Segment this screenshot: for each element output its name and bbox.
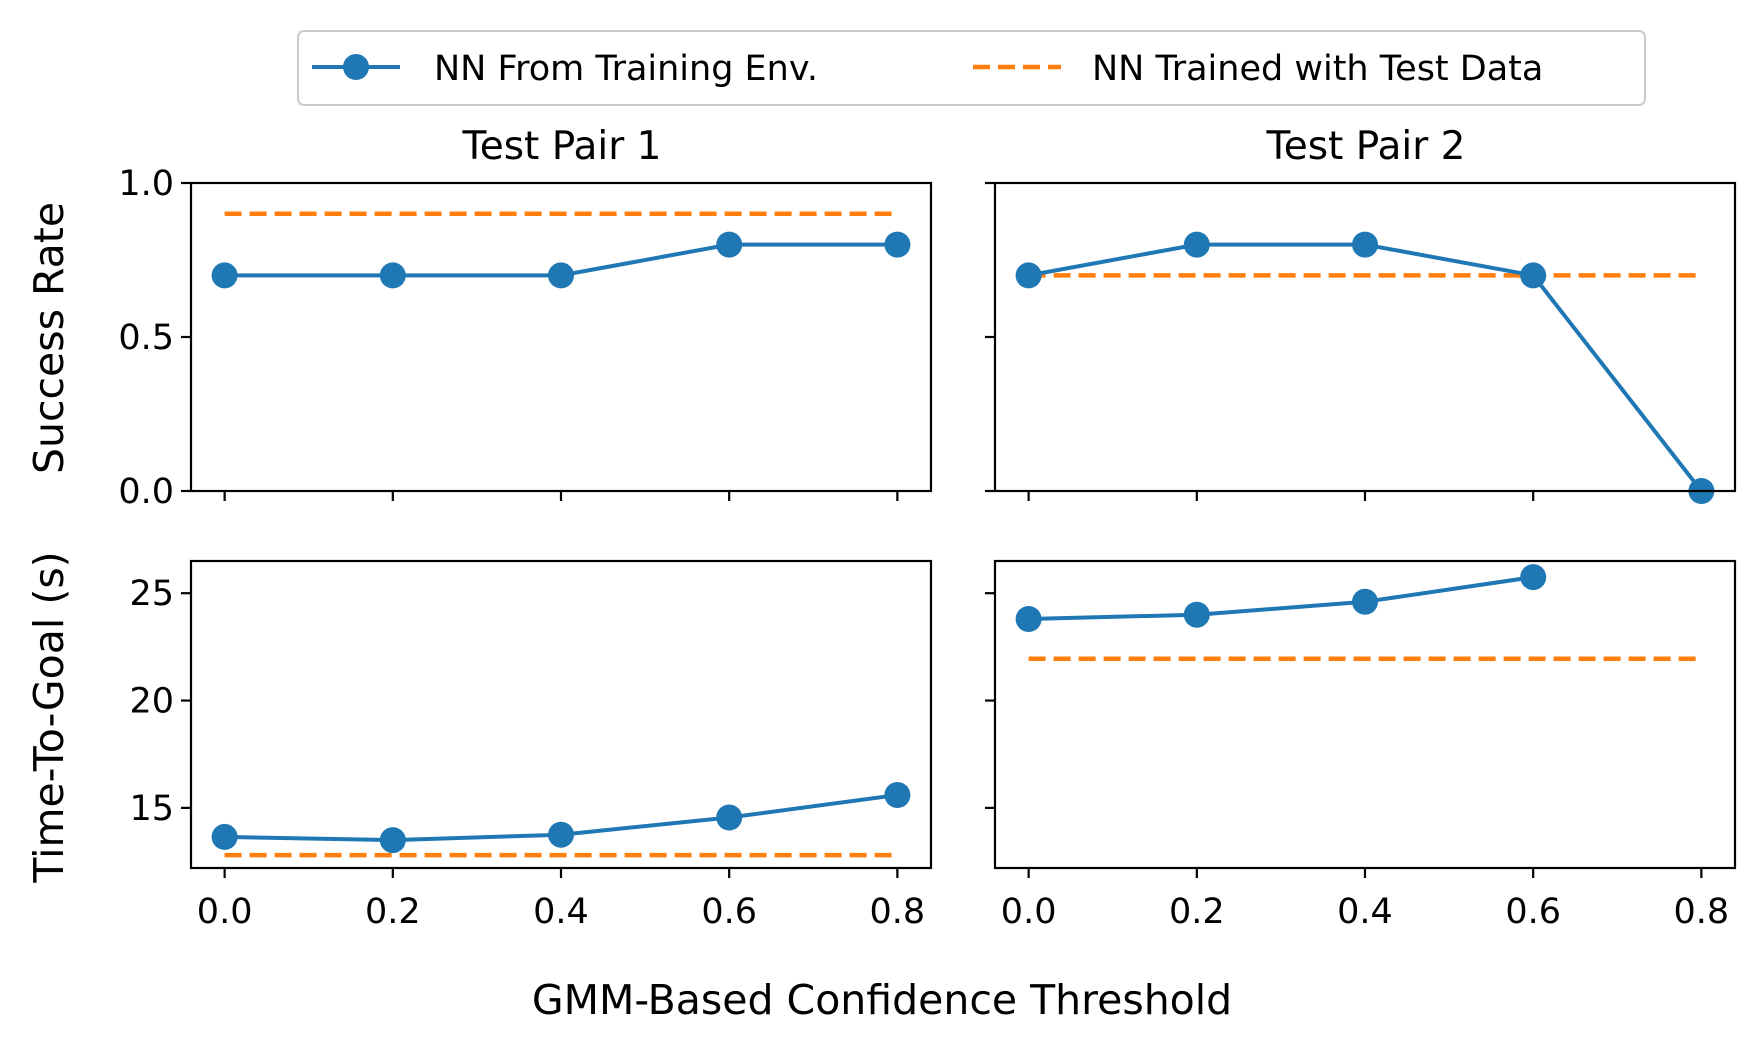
x-tick-label: 0.0 xyxy=(197,892,253,932)
axes-frame xyxy=(993,181,1737,493)
legend: NN From Training Env. NN Trained with Te… xyxy=(297,30,1646,106)
data-point-training xyxy=(1183,231,1210,258)
ylabel-success-rate: Success Rate xyxy=(25,202,73,474)
y-tick-label: 15 xyxy=(129,789,174,829)
x-tick-label: 0.2 xyxy=(365,892,421,932)
data-point-training xyxy=(884,231,911,258)
x-tick-label: 0.4 xyxy=(1337,892,1393,932)
ylabel-time-to-goal: Time-To-Goal (s) xyxy=(25,551,73,883)
series-line-training xyxy=(1028,575,1534,621)
data-point-training xyxy=(716,804,743,831)
legend-frame xyxy=(297,30,1646,106)
data-point-training xyxy=(379,827,406,854)
axes-frame xyxy=(189,181,933,493)
panel-title-test-pair-1: Test Pair 1 xyxy=(462,124,662,169)
x-tick-label: 0.2 xyxy=(1169,892,1225,932)
x-tick-label: 0.8 xyxy=(1674,892,1730,932)
data-point-training xyxy=(884,782,911,808)
panel-title-test-pair-2: Test Pair 2 xyxy=(1266,124,1466,169)
data-point-training xyxy=(379,262,406,289)
y-tick-label: 0.5 xyxy=(118,318,174,358)
panel-3: 15 20 25 0.0 0.2 0.4 0.6 0.8 xyxy=(129,559,933,932)
x-tick-label: 0.4 xyxy=(533,892,589,932)
data-point-training xyxy=(211,262,238,289)
panel-2 xyxy=(985,181,1737,504)
x-tick-label: 0.6 xyxy=(1505,892,1561,932)
legend-label-training: NN From Training Env. xyxy=(434,49,818,89)
data-point-training xyxy=(548,821,574,848)
legend-marker-training xyxy=(343,54,369,80)
xlabel: GMM-Based Confidence Threshold xyxy=(532,976,1232,1024)
panel-4: 0.0 0.2 0.4 0.6 0.8 xyxy=(985,559,1737,932)
axes-frame xyxy=(189,559,933,870)
data-point-training xyxy=(548,262,574,289)
data-point-training xyxy=(716,231,743,258)
data-point-training xyxy=(211,823,238,850)
data-point-training xyxy=(1015,606,1042,632)
data-point-training xyxy=(1352,231,1378,258)
legend-label-test-data: NN Trained with Test Data xyxy=(1092,49,1543,89)
x-tick-label: 0.0 xyxy=(1001,892,1057,932)
x-tick-label: 0.6 xyxy=(701,892,757,932)
data-point-training xyxy=(1352,588,1378,615)
axes-frame xyxy=(993,559,1737,870)
data-point-training xyxy=(1520,262,1547,289)
y-tick-label: 20 xyxy=(129,682,174,722)
data-point-training xyxy=(1015,262,1042,289)
y-tick-label: 1.0 xyxy=(118,164,174,204)
y-tick-label: 0.0 xyxy=(118,472,174,512)
panel-1: 0.0 0.5 1.0 xyxy=(118,164,933,512)
data-point-training xyxy=(1520,564,1547,591)
data-point-training xyxy=(1183,601,1210,628)
x-tick-label: 0.8 xyxy=(870,892,926,932)
y-tick-label: 25 xyxy=(129,574,174,614)
